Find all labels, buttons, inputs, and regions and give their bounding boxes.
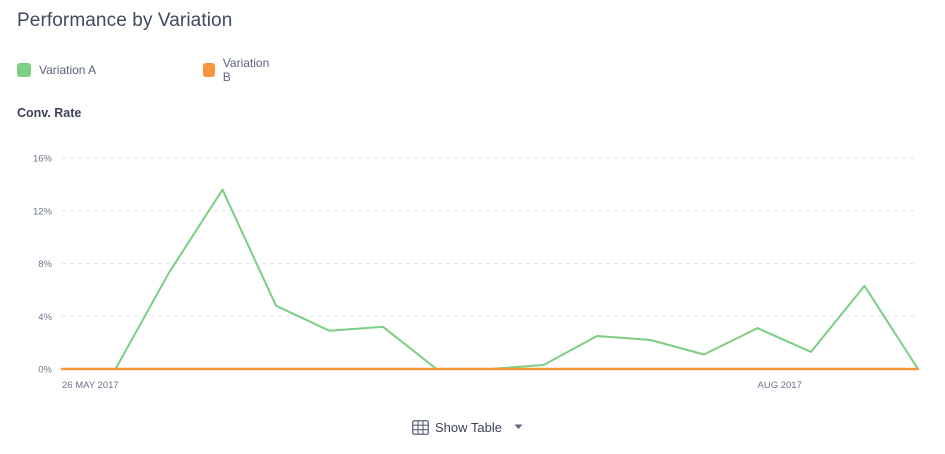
y-tick-label-16: 16% (33, 154, 53, 165)
legend-swatch-variation-a (17, 63, 31, 77)
x-tick-label-0: 26 MAY 2017 (62, 380, 119, 391)
show-table-button[interactable]: Show Table (412, 417, 523, 437)
y-tick-label-4: 4% (38, 312, 52, 323)
legend-swatch-variation-b (203, 63, 215, 77)
chart-title: Performance by Variation (17, 10, 233, 31)
metric-label: Conv. Rate (17, 106, 82, 120)
y-tick-label-8: 8% (38, 259, 52, 270)
series-line-variation-a (61, 188, 919, 370)
legend-label-variation-b: Variation B (222, 56, 270, 84)
legend-item-variation-a[interactable]: Variation A (17, 63, 96, 77)
y-tick-label-12: 12% (33, 206, 53, 217)
chevron-down-icon (514, 424, 523, 430)
x-tick-label-1: AUG 2017 (758, 380, 802, 391)
table-grid-icon (412, 419, 429, 435)
show-table-label: Show Table (435, 419, 502, 435)
legend-item-variation-b[interactable]: Variation B (203, 56, 271, 84)
legend: Variation A Variation B (17, 56, 269, 84)
y-tick-label-0: 0% (38, 365, 52, 376)
legend-label-variation-a: Variation A (39, 63, 97, 77)
